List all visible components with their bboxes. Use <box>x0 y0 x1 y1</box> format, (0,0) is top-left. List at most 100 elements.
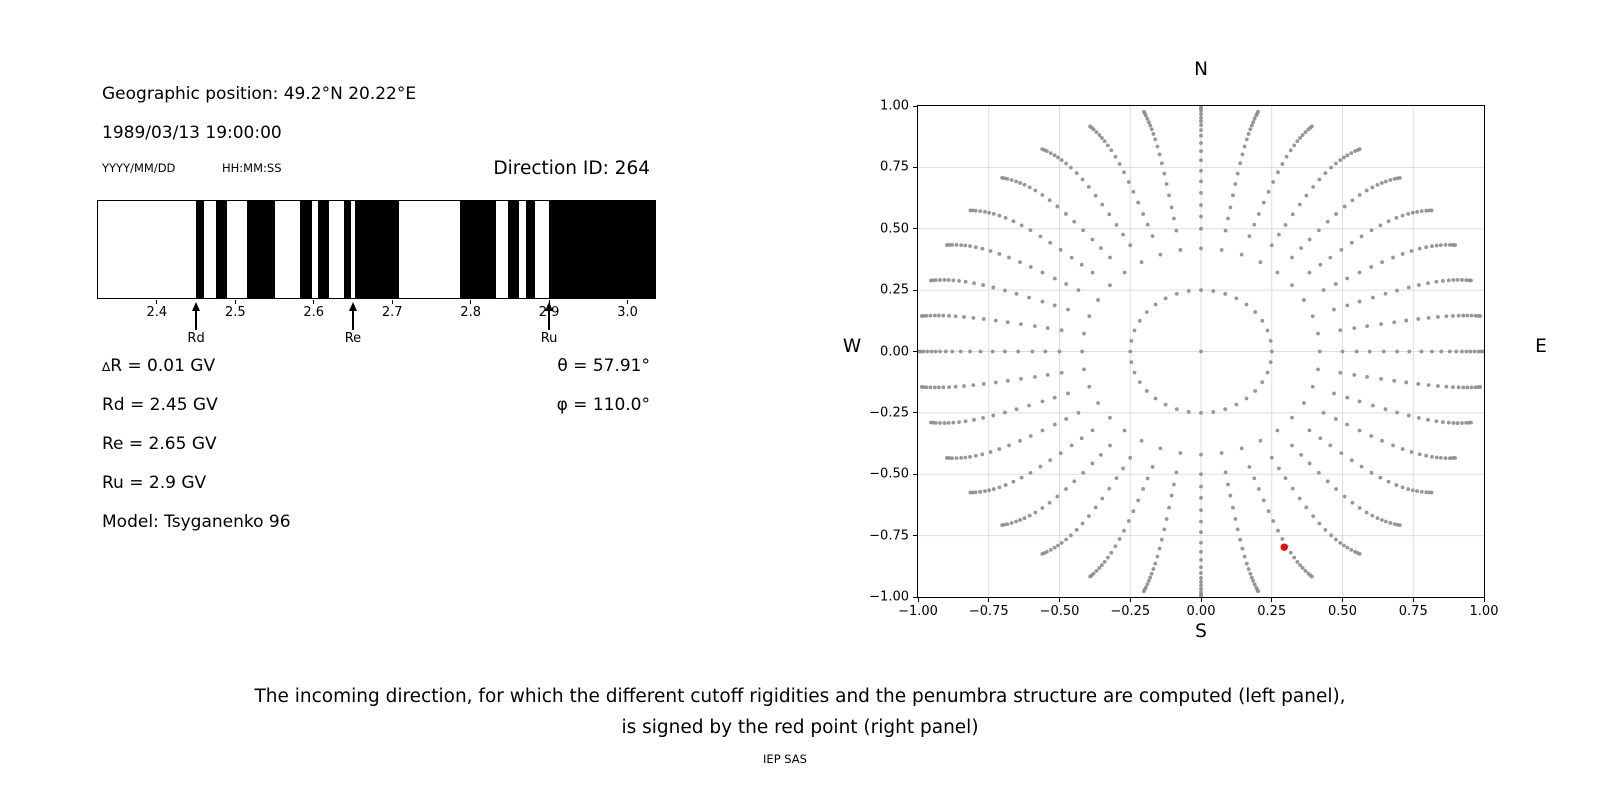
direction-dot <box>1329 533 1334 538</box>
direction-dot <box>1404 380 1409 385</box>
footer-credit: IEP SAS <box>763 752 807 766</box>
direction-dot <box>1219 451 1224 455</box>
direction-dot <box>1357 193 1362 197</box>
direction-dot <box>1055 494 1060 499</box>
direction-dot <box>1199 586 1203 591</box>
caption-line-2: is signed by the red point (right panel) <box>621 717 979 738</box>
direction-dot <box>1280 162 1285 166</box>
penumbra-x-tick-label: 2.7 <box>381 305 403 320</box>
direction-dot <box>1415 209 1419 214</box>
direction-dot <box>1131 509 1136 514</box>
direction-dot <box>1100 496 1105 501</box>
direction-dot <box>1309 124 1314 129</box>
direction-dot <box>1097 566 1102 570</box>
direction-dot <box>1080 349 1085 354</box>
direction-dot <box>1142 109 1146 114</box>
direction-dot <box>1307 270 1312 275</box>
direction-dot <box>1007 443 1011 448</box>
direction-dot <box>1469 313 1474 318</box>
direction-dot <box>1027 185 1032 190</box>
direction-dot <box>1369 470 1374 475</box>
direction-dot <box>1352 326 1357 330</box>
direction-x-tick-label: 0.00 <box>1186 604 1216 619</box>
direction-dot <box>1199 571 1203 575</box>
penumbra-x-tick-label: 2.5 <box>224 305 246 320</box>
direction-dot <box>1451 385 1455 389</box>
cutoff-marker-label: Ru <box>540 331 558 346</box>
direction-dot <box>1105 555 1110 560</box>
direction-dot <box>1416 317 1421 321</box>
direction-dot <box>1349 458 1354 463</box>
direction-dot <box>1059 370 1064 375</box>
direction-dot <box>1429 490 1434 495</box>
direction-dot <box>1339 247 1344 252</box>
direction-dot <box>1186 410 1191 414</box>
direction-dot <box>1028 265 1033 269</box>
direction-dot <box>1018 518 1023 522</box>
direction-dot <box>933 420 938 425</box>
direction-dot <box>1131 189 1136 194</box>
direction-dot <box>1199 540 1203 545</box>
direction-dot <box>1033 188 1038 193</box>
direction-dot <box>1052 395 1057 400</box>
direction-dot <box>1434 419 1439 424</box>
direction-dot <box>1329 165 1334 170</box>
direction-dot <box>1055 204 1060 209</box>
direction-dot <box>1153 396 1158 401</box>
penumbra-allowed-band <box>300 201 313 298</box>
direction-dot <box>1199 565 1203 570</box>
direction-dot <box>1107 486 1112 491</box>
direction-dot <box>1379 322 1383 327</box>
direction-dot <box>1102 559 1107 564</box>
direction-dot <box>936 313 941 318</box>
direction-dot <box>1226 482 1230 487</box>
direction-dot <box>1244 302 1249 307</box>
direction-dot <box>1392 522 1397 526</box>
direction-dot <box>1283 222 1288 227</box>
direction-dot <box>1357 551 1362 556</box>
direction-dot <box>968 490 973 495</box>
direction-dot <box>993 380 998 385</box>
direction-dot <box>1240 546 1245 551</box>
direction-dot <box>1460 349 1464 354</box>
direction-dot <box>1266 189 1271 194</box>
direction-dot <box>1246 132 1251 136</box>
direction-dot <box>1276 528 1280 533</box>
direction-dot <box>1419 209 1424 214</box>
direction-dot <box>973 453 978 458</box>
direction-dot <box>1096 401 1100 405</box>
direction-dot <box>1325 479 1330 484</box>
direction-dot <box>1199 203 1203 208</box>
angle-line: φ = 110.0° <box>556 395 650 415</box>
direction-dot <box>1451 421 1456 425</box>
direction-dot <box>1163 296 1168 301</box>
direction-dot <box>1316 228 1321 233</box>
direction-dot <box>1030 349 1035 354</box>
direction-dot <box>1087 384 1092 389</box>
direction-dot <box>1158 252 1163 257</box>
direction-dot <box>1247 234 1252 239</box>
direction-dot <box>1290 486 1295 491</box>
penumbra-x-tick <box>391 300 393 304</box>
direction-dot <box>1364 510 1369 515</box>
direction-dot <box>1005 378 1010 383</box>
direction-dot <box>1417 452 1422 457</box>
direction-dot <box>1277 466 1281 471</box>
direction-dot <box>1145 222 1150 227</box>
direction-dot <box>1441 420 1445 425</box>
direction-dot <box>929 420 933 425</box>
direction-dot <box>1000 175 1005 180</box>
cutoff-arrow-head <box>545 302 554 311</box>
direction-dot <box>1438 455 1443 460</box>
direction-dot <box>941 385 946 390</box>
direction-dot <box>1275 270 1280 275</box>
direction-dot <box>1441 278 1445 283</box>
direction-dot <box>1439 349 1444 354</box>
direction-dot <box>1144 310 1149 314</box>
direction-dot <box>1108 255 1112 260</box>
penumbra-x-tick-label: 2.6 <box>303 305 325 320</box>
direction-dot <box>1261 200 1266 205</box>
direction-dot <box>1386 479 1391 484</box>
direction-dot <box>1090 270 1095 275</box>
direction-dot <box>1349 547 1354 552</box>
